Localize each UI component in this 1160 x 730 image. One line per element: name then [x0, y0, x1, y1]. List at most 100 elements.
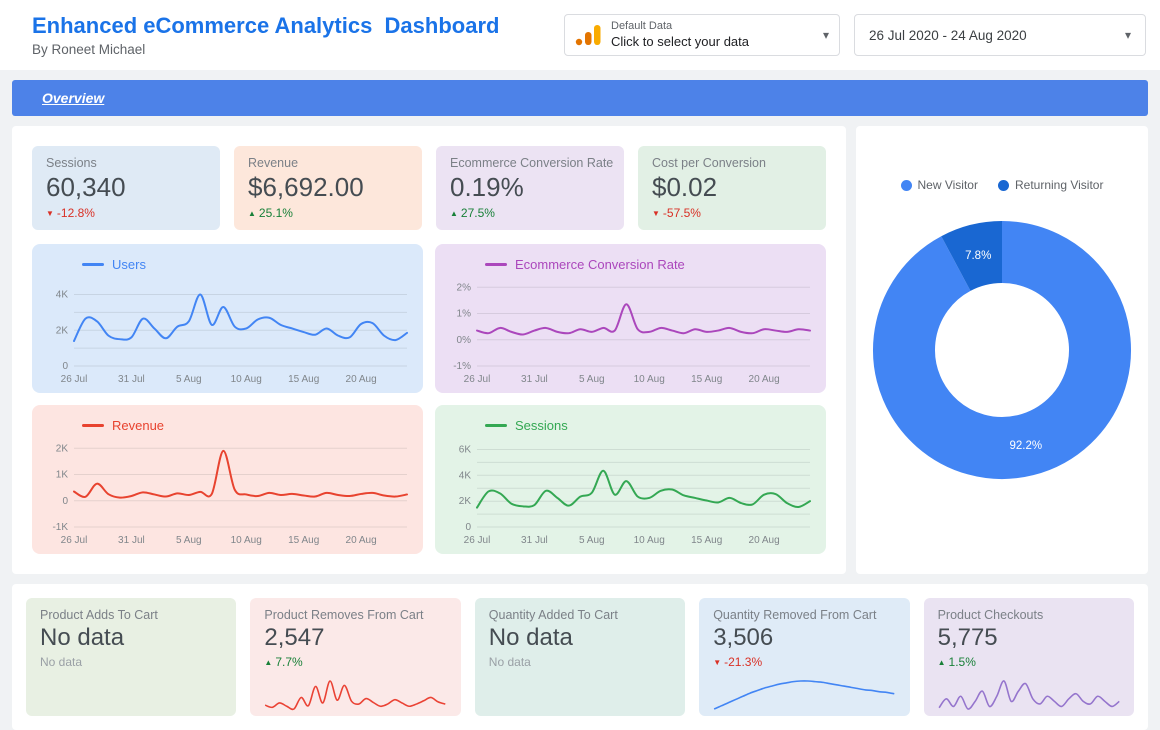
- svg-text:10 Aug: 10 Aug: [231, 535, 262, 546]
- visitor-type-panel: New Visitor Returning Visitor 92.2% 7.8%: [856, 126, 1148, 574]
- date-range-picker[interactable]: 26 Jul 2020 - 24 Aug 2020 ▾: [854, 14, 1146, 56]
- metrics-panel: Sessions 60,340 -12.8% Revenue $6,692.00…: [12, 126, 846, 574]
- conversion-rate-legend-label: Ecommerce Conversion Rate: [515, 257, 685, 272]
- svg-text:26 Jul: 26 Jul: [464, 535, 491, 546]
- svg-text:10 Aug: 10 Aug: [634, 535, 665, 546]
- svg-text:7.8%: 7.8%: [965, 250, 991, 262]
- users-legend-swatch: [82, 263, 104, 266]
- scorecard-value: 0.19%: [450, 172, 524, 202]
- tab-overview[interactable]: Overview: [42, 90, 105, 106]
- svg-text:6K: 6K: [459, 445, 472, 456]
- donut-wrap: 92.2% 7.8%: [868, 216, 1136, 489]
- legend-item-returning-visitor: Returning Visitor: [997, 178, 1104, 192]
- scorecard-delta: 25.1%: [248, 206, 408, 220]
- svg-text:15 Aug: 15 Aug: [691, 374, 722, 385]
- svg-text:20 Aug: 20 Aug: [346, 374, 377, 385]
- returning-visitor-dot-icon: [997, 179, 1009, 191]
- new-visitor-dot-icon: [900, 179, 912, 191]
- svg-text:31 Jul: 31 Jul: [521, 374, 548, 385]
- revenue-legend-label: Revenue: [112, 418, 165, 433]
- svg-text:15 Aug: 15 Aug: [288, 374, 319, 385]
- revenue-line-chart[interactable]: 2K 1K 0 -1K 26 Jul 31 Jul 5 Aug 10 Aug 15 Aug 20 …: [40, 435, 415, 549]
- card-value: 3,506: [713, 624, 774, 651]
- svg-text:2K: 2K: [56, 325, 69, 336]
- chevron-down-icon: ▾: [1124, 28, 1131, 42]
- svg-text:0%: 0%: [457, 335, 472, 346]
- svg-text:0: 0: [465, 522, 471, 533]
- scorecard-delta: -57.5%: [652, 206, 812, 220]
- scorecard-label: Sessions: [46, 156, 97, 170]
- svg-text:10 Aug: 10 Aug: [634, 374, 665, 385]
- svg-text:92.2%: 92.2%: [1009, 440, 1042, 452]
- svg-text:10 Aug: 10 Aug: [231, 374, 262, 385]
- card-value: 2,547: [264, 624, 325, 651]
- card-product-adds-to-cart: Product Adds To Cart No data No data: [26, 598, 237, 716]
- svg-text:5 Aug: 5 Aug: [579, 535, 605, 546]
- svg-text:-1K: -1K: [52, 522, 68, 533]
- analytics-icon: [575, 23, 601, 47]
- svg-text:15 Aug: 15 Aug: [288, 535, 319, 546]
- legend-label: New Visitor: [917, 178, 978, 192]
- svg-text:20 Aug: 20 Aug: [749, 535, 780, 546]
- product-checkouts-sparkline[interactable]: [936, 678, 1122, 712]
- users-line-chart[interactable]: 4K 2K 0 26 Jul 31 Jul 5 Aug 10 Aug 15 Aug 20 Aug: [40, 274, 415, 388]
- visitor-type-donut-chart[interactable]: 92.2% 7.8%: [868, 216, 1136, 489]
- svg-text:5 Aug: 5 Aug: [176, 535, 202, 546]
- product-removes-sparkline[interactable]: [262, 678, 448, 712]
- revenue-chart-legend: Revenue: [82, 418, 415, 433]
- sessions-legend-label: Sessions: [515, 418, 568, 433]
- svg-text:20 Aug: 20 Aug: [749, 374, 780, 385]
- charts-grid: Users 4K 2K 0 26 Jul 31 Jul 5 Aug 10 Aug 15 Aug…: [32, 244, 826, 554]
- scorecard-label: Revenue: [248, 156, 299, 170]
- donut-legend: New Visitor Returning Visitor: [868, 178, 1136, 192]
- scorecard-label: Ecommerce Conversion Rate: [450, 156, 614, 170]
- svg-text:1%: 1%: [457, 309, 472, 320]
- card-quantity-removed-from-cart: Quantity Removed From Cart 3,506 -21.3%: [699, 598, 910, 716]
- revenue-chart-card: Revenue 2K 1K 0 -1K 26 Jul 31 Jul 5 Aug 10 Aug 1…: [32, 405, 423, 554]
- sessions-legend-swatch: [485, 424, 507, 427]
- sessions-chart-legend: Sessions: [485, 418, 818, 433]
- quantity-removed-sparkline[interactable]: [711, 678, 897, 712]
- svg-text:5 Aug: 5 Aug: [176, 374, 202, 385]
- header: Enhanced eCommerce Analytics Dashboard B…: [0, 0, 1160, 70]
- scorecard-value: $6,692.00: [248, 172, 364, 202]
- conversion-rate-line-chart[interactable]: 2% 1% 0% -1% 26 Jul 31 Jul 5 Aug 10 Aug 15 Aug 20…: [443, 274, 818, 388]
- svg-text:2K: 2K: [459, 496, 472, 507]
- page-title: Enhanced eCommerce Analytics Dashboard: [32, 13, 500, 38]
- svg-text:0: 0: [62, 361, 68, 372]
- svg-text:5 Aug: 5 Aug: [579, 374, 605, 385]
- svg-text:31 Jul: 31 Jul: [118, 535, 145, 546]
- conversion-rate-chart-card: Ecommerce Conversion Rate 2% 1% 0% -1% 26 Ju…: [435, 244, 826, 393]
- svg-text:-1%: -1%: [453, 361, 471, 372]
- conversion-rate-legend-swatch: [485, 263, 507, 266]
- card-value: No data: [40, 624, 125, 651]
- data-source-selector[interactable]: Default Data Click to select your data ▾: [564, 14, 840, 56]
- card-label: Product Removes From Cart: [264, 608, 424, 622]
- sessions-chart-card: Sessions 6K 4K 2K 0 26 Jul 31 Jul 5 Aug 10 Aug 1…: [435, 405, 826, 554]
- page-subtitle: By Roneet Michael: [32, 42, 146, 57]
- scorecard-sessions: Sessions 60,340 -12.8%: [32, 146, 220, 230]
- svg-text:31 Jul: 31 Jul: [521, 535, 548, 546]
- users-chart-card: Users 4K 2K 0 26 Jul 31 Jul 5 Aug 10 Aug 15 Aug…: [32, 244, 423, 393]
- sessions-line-chart[interactable]: 6K 4K 2K 0 26 Jul 31 Jul 5 Aug 10 Aug 15 Aug 20 A…: [443, 435, 818, 549]
- scorecard-ecommerce-conversion-rate: Ecommerce Conversion Rate 0.19% 27.5%: [436, 146, 624, 230]
- cart-metrics-panel: Product Adds To Cart No data No data Pro…: [12, 584, 1148, 730]
- chevron-down-icon: ▾: [822, 28, 829, 42]
- card-delta: 7.7%: [264, 655, 446, 669]
- card-delta: No data: [488, 655, 531, 669]
- data-source-text: Default Data Click to select your data: [611, 20, 749, 50]
- main-content: Sessions 60,340 -12.8% Revenue $6,692.00…: [12, 126, 1148, 574]
- card-quantity-added-to-cart: Quantity Added To Cart No data No data: [474, 598, 686, 716]
- card-product-checkouts: Product Checkouts 5,775 1.5%: [923, 598, 1134, 716]
- header-titles: Enhanced eCommerce Analytics Dashboard B…: [32, 13, 499, 57]
- conversion-rate-chart-legend: Ecommerce Conversion Rate: [485, 257, 818, 272]
- data-source-hint: Click to select your data: [611, 33, 750, 49]
- card-delta: -21.3%: [713, 655, 895, 669]
- svg-text:2K: 2K: [56, 443, 69, 454]
- svg-text:26 Jul: 26 Jul: [61, 535, 88, 546]
- svg-text:0: 0: [62, 496, 68, 507]
- legend-label: Returning Visitor: [1014, 178, 1104, 192]
- scorecard-value: 60,340: [46, 172, 126, 202]
- header-controls: Default Data Click to select your data ▾…: [564, 14, 1146, 56]
- card-label: Product Checkouts: [937, 608, 1044, 622]
